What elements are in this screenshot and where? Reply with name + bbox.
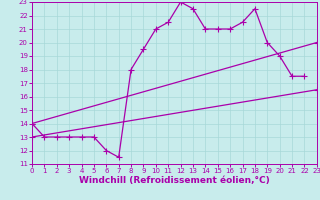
X-axis label: Windchill (Refroidissement éolien,°C): Windchill (Refroidissement éolien,°C) [79,176,270,185]
